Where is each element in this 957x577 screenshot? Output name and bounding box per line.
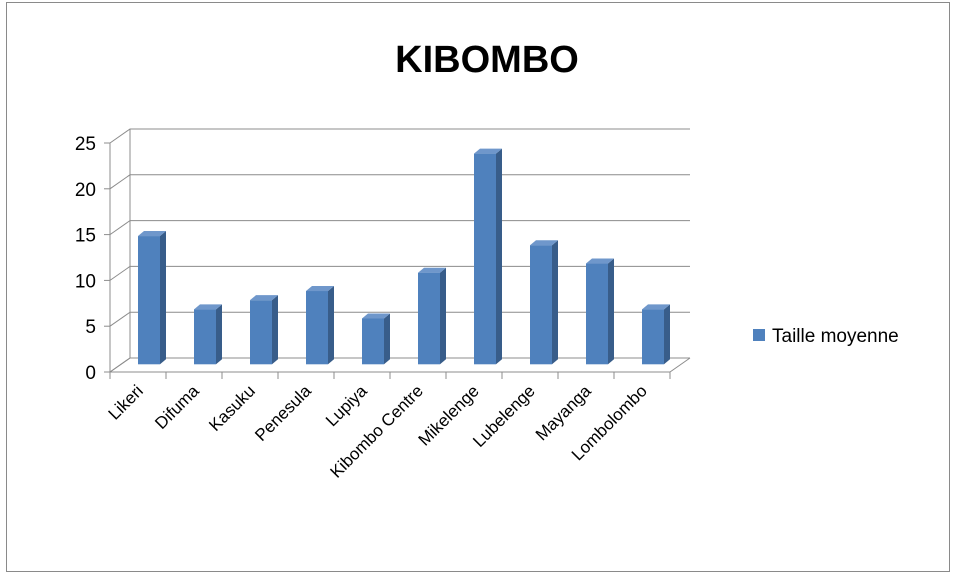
- y-tick-label: 5: [85, 317, 96, 338]
- bar-side: [440, 267, 446, 365]
- floor-edge-right: [669, 357, 691, 373]
- y-tick-label: 10: [75, 271, 96, 292]
- bar-top: [250, 295, 278, 301]
- bar: [474, 153, 496, 365]
- x-category-label: Likeri: [105, 381, 147, 423]
- y-tick-label: 20: [75, 180, 96, 201]
- y-tick-label: 0: [85, 363, 96, 384]
- bar-top: [418, 267, 446, 273]
- bar-top: [306, 286, 334, 292]
- bar: [250, 300, 272, 365]
- bar-side: [272, 295, 278, 365]
- gridline: [109, 311, 690, 327]
- legend-label: Taille moyenne: [772, 326, 899, 347]
- bar: [418, 272, 440, 365]
- bar-top: [474, 148, 502, 154]
- bar-top: [642, 304, 670, 310]
- bar-side: [496, 148, 502, 365]
- legend: Taille moyenne: [753, 326, 899, 347]
- bar: [306, 291, 328, 365]
- bar-top: [362, 313, 390, 319]
- bar-top: [138, 231, 166, 237]
- bar: [530, 245, 552, 365]
- bar: [194, 309, 216, 365]
- y-tick-label: 15: [75, 226, 96, 247]
- bar-side: [608, 258, 614, 365]
- gridline: [109, 174, 690, 190]
- x-category-label: Penesula: [251, 381, 315, 445]
- gridline: [109, 220, 690, 236]
- bar-side: [328, 286, 334, 365]
- bar: [138, 236, 160, 365]
- x-category-label: Difuma: [151, 381, 203, 433]
- x-category-label: Lupiya: [322, 381, 371, 430]
- bar: [586, 263, 608, 365]
- bar-side: [664, 304, 670, 365]
- bar-side: [216, 304, 222, 365]
- bar-side: [160, 231, 166, 365]
- legend-swatch: [753, 329, 765, 341]
- gridline: [109, 128, 690, 144]
- bar-top: [194, 304, 222, 310]
- chart-title: KIBOMBO: [395, 39, 579, 81]
- bar: [362, 318, 384, 365]
- bar: [642, 309, 664, 365]
- gridline: [109, 265, 690, 281]
- x-category-label: Kasuku: [205, 381, 259, 435]
- gridline: [109, 357, 690, 373]
- bar-top: [530, 240, 558, 246]
- y-tick-label: 25: [75, 134, 96, 155]
- bar-side: [384, 313, 390, 365]
- bar-side: [552, 240, 558, 365]
- bar-top: [586, 258, 614, 264]
